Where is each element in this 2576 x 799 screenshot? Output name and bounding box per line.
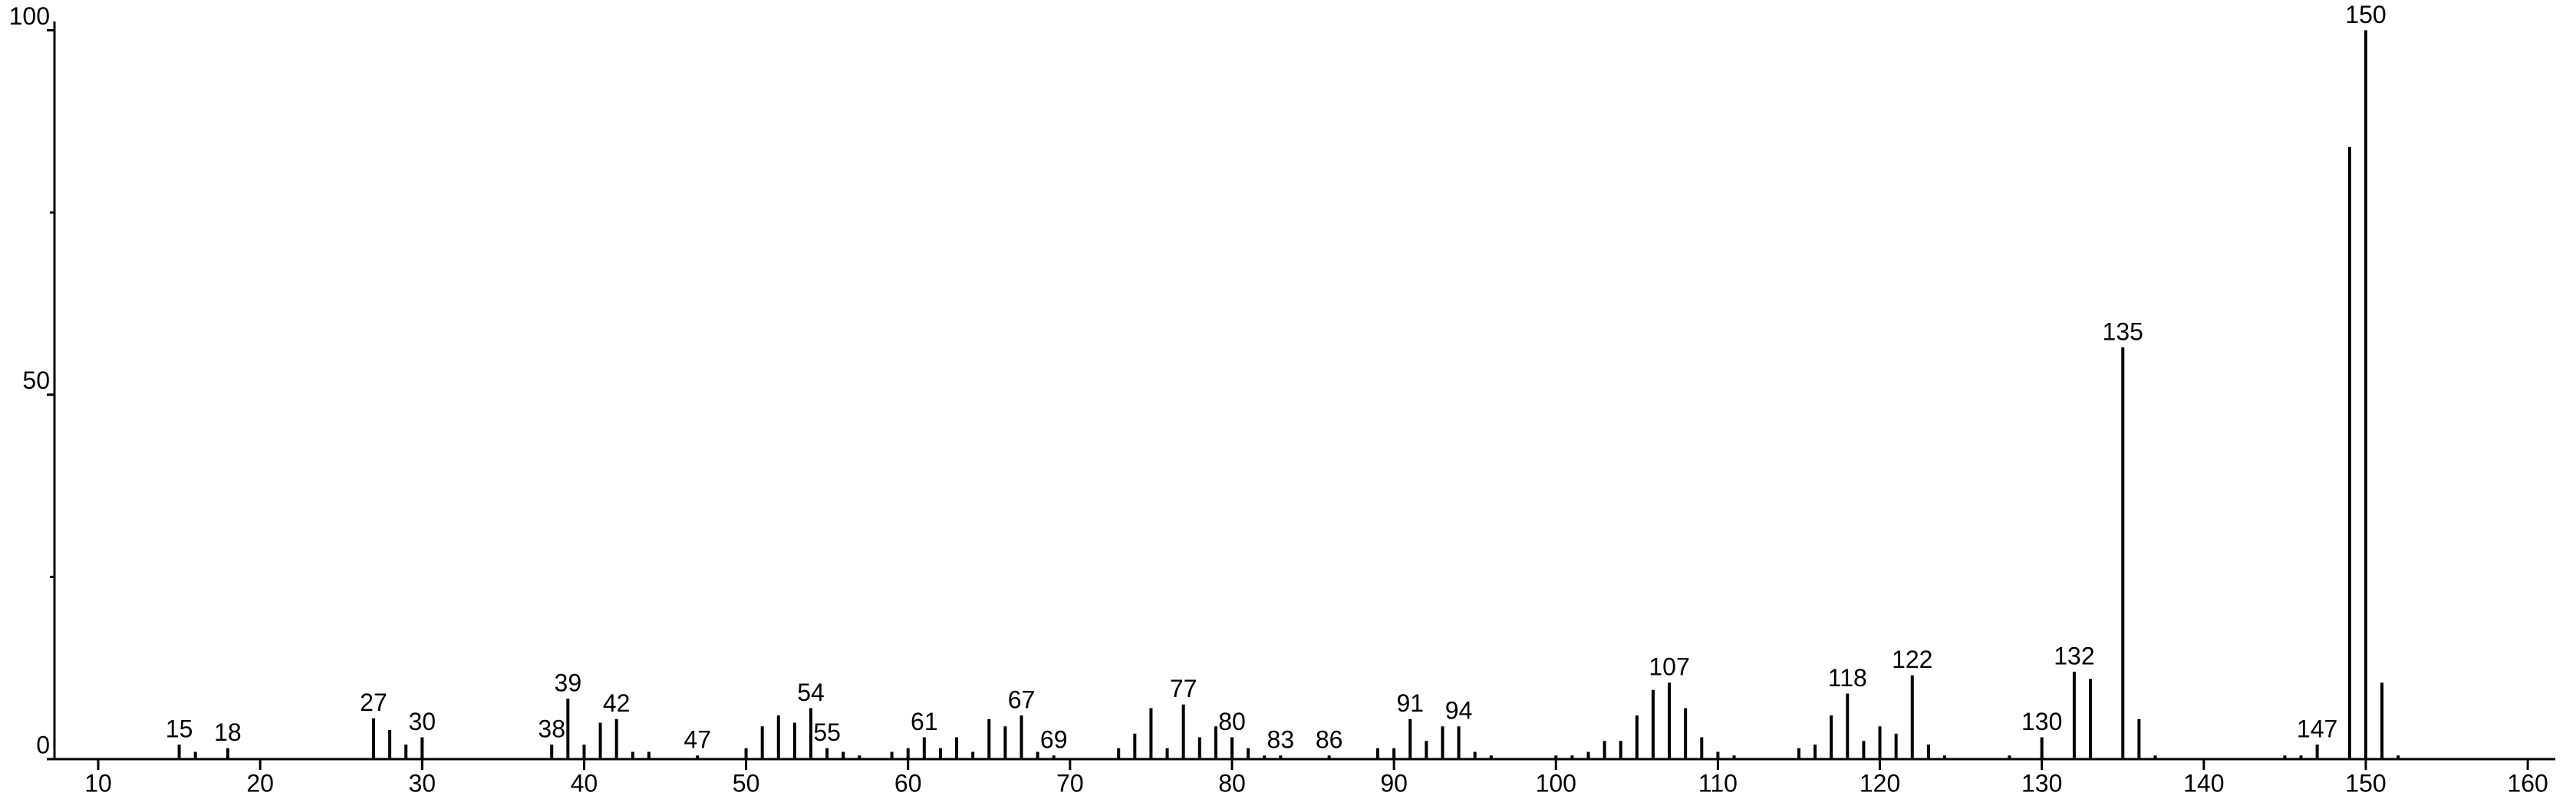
peak-label: 130 [2021, 708, 2062, 735]
peak-label: 132 [2054, 642, 2094, 669]
peak-label: 107 [1649, 653, 1689, 681]
x-tick-label: 90 [1380, 769, 1408, 797]
peak-label: 83 [1267, 726, 1295, 754]
x-tick-label: 150 [2345, 769, 2386, 797]
y-tick-label: 50 [22, 367, 50, 394]
peak-label: 150 [2345, 1, 2386, 28]
x-tick-label: 100 [1536, 769, 1576, 797]
peak-label: 38 [538, 715, 565, 742]
peak-label: 30 [408, 708, 436, 735]
peak-label: 47 [684, 726, 711, 754]
x-tick-label: 10 [84, 769, 112, 797]
y-tick-label: 0 [36, 731, 50, 758]
x-tick-label: 30 [408, 769, 436, 797]
peak-label: 77 [1170, 675, 1197, 702]
peak-label: 80 [1218, 708, 1246, 735]
peak-label: 86 [1316, 726, 1343, 754]
x-tick-label: 140 [2183, 769, 2224, 797]
x-tick-label: 80 [1218, 769, 1246, 797]
peak-label: 15 [166, 715, 193, 742]
x-tick-label: 50 [733, 769, 760, 797]
peak-label: 122 [1892, 646, 1932, 673]
x-tick-label: 110 [1698, 769, 1738, 797]
x-tick-label: 20 [246, 769, 274, 797]
peak-label: 42 [603, 689, 631, 717]
peak-label: 54 [797, 679, 825, 706]
peak-label: 135 [2103, 317, 2143, 345]
peak-label: 94 [1445, 697, 1473, 725]
peak-label: 61 [911, 708, 938, 735]
peak-label: 39 [555, 669, 582, 697]
peak-label: 118 [1828, 664, 1867, 692]
peak-label: 67 [1008, 686, 1036, 713]
peak-label: 91 [1396, 689, 1424, 717]
x-tick-label: 120 [1860, 769, 1900, 797]
x-tick-label: 130 [2021, 769, 2062, 797]
peak-label: 18 [214, 718, 242, 746]
x-tick-label: 40 [571, 769, 598, 797]
peak-label: 27 [360, 689, 387, 716]
peak-label: 55 [813, 718, 841, 746]
peak-label: 69 [1040, 726, 1068, 754]
x-tick-label: 160 [2507, 769, 2548, 797]
x-tick-label: 60 [894, 769, 922, 797]
peak-label: 147 [2297, 715, 2337, 742]
x-tick-label: 70 [1056, 769, 1084, 797]
y-tick-label: 100 [9, 2, 50, 30]
